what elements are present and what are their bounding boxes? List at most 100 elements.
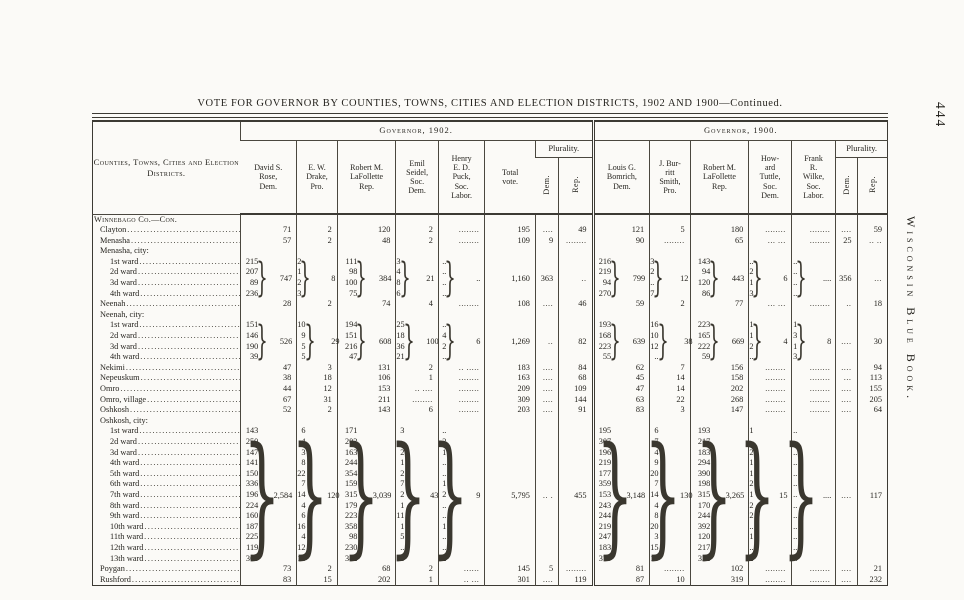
table-row: Oshkosh5221436........203....91833147...… xyxy=(93,405,888,416)
row-label: 2d ward xyxy=(110,437,240,448)
cell: 63 xyxy=(591,394,650,406)
ward-value: 94 xyxy=(702,267,711,277)
group-total: .... xyxy=(822,490,832,500)
cell xyxy=(484,246,536,257)
cell: 14 xyxy=(649,373,691,384)
ward-value: 3 xyxy=(654,532,659,542)
row-label: 6th ward xyxy=(110,479,240,490)
leader-dots xyxy=(138,257,239,268)
ward-values: 1.. 2 1 1 2 1 2 2.. 1.. 2 xyxy=(749,426,753,564)
ward-value: 1 xyxy=(749,489,754,499)
book-page: VOTE FOR GOVERNOR BY COUNTIES, TOWNS, CI… xyxy=(92,98,888,587)
cell: 121 xyxy=(591,225,650,236)
ward-value: 207 xyxy=(245,267,259,277)
ward-row: 4th ward xyxy=(93,458,888,469)
cell xyxy=(649,214,691,226)
row-label: 4th ward xyxy=(110,458,240,469)
row-label: Neenah xyxy=(100,299,240,310)
cell: 2 xyxy=(395,362,439,374)
cell xyxy=(484,309,536,321)
candidate-header-1900-2: Robert M. LaFollette Rep. xyxy=(689,140,749,215)
ward-value: 14 xyxy=(297,489,306,499)
leader-dots xyxy=(138,426,239,437)
ward-row: 9th ward xyxy=(93,511,888,522)
candidate-header-1900-0: Louis G. Bomrich, Dem. xyxy=(591,140,650,215)
cell: ........ xyxy=(649,235,691,247)
cell: ........ xyxy=(748,574,792,586)
ward-value: 315 xyxy=(697,489,711,499)
cell: 77 xyxy=(689,299,749,310)
ward-row: 2d ward xyxy=(93,437,888,448)
group-total: 29 xyxy=(331,337,340,347)
cell: ........ xyxy=(649,564,691,575)
ward-values: 3.. 2 1 2 7 2 1 11 1 5.. 8 xyxy=(396,426,404,564)
ward-value: 2 xyxy=(749,341,754,351)
ward-value: 183 xyxy=(697,447,711,457)
cell xyxy=(591,246,650,257)
ward-value: 11 xyxy=(396,511,405,521)
row-omro: Omro xyxy=(93,384,241,395)
ward-value: 179 xyxy=(344,500,358,510)
cell xyxy=(835,415,858,427)
ward-value: 6 xyxy=(654,426,659,436)
page-title: VOTE FOR GOVERNOR BY COUNTIES, TOWNS, CI… xyxy=(197,98,783,109)
ward-value: 150 xyxy=(245,468,259,478)
cell: 10 xyxy=(649,574,691,586)
row-label-text: Neenah, city: xyxy=(100,309,145,319)
ward-value: 250 xyxy=(245,436,259,446)
cell: 46 xyxy=(558,299,594,310)
candidate-header-1900-3: How- ard Tuttle, Soc. Dem. xyxy=(748,140,792,215)
plurality-dem-header-1900: Dem. xyxy=(835,157,858,215)
cell: 319 xyxy=(689,574,749,586)
cell xyxy=(437,214,485,226)
ward-value: 217 xyxy=(697,436,711,446)
group-total-cell: 30 xyxy=(856,320,888,363)
cell xyxy=(856,246,888,257)
ward-label: 3d ward xyxy=(93,278,241,289)
ward-value: 120 xyxy=(697,278,711,288)
cell: 180 xyxy=(689,225,749,236)
ward-value: 94 xyxy=(602,278,612,288)
ward-row: 2d ward xyxy=(93,331,888,342)
ward-value: .. xyxy=(749,436,754,446)
ward-value: 171 xyxy=(344,426,358,436)
ward-value: 194 xyxy=(344,320,358,330)
leader-dots xyxy=(139,501,239,512)
cell: .. .... xyxy=(395,384,439,395)
cell xyxy=(296,415,338,427)
leader-dots xyxy=(138,320,239,331)
cell: 1 xyxy=(395,373,439,384)
row-label-text: 1st ward xyxy=(110,320,139,330)
cell: 68 xyxy=(558,373,594,384)
cell: ........ xyxy=(748,405,792,416)
ward-value: 3 xyxy=(400,426,405,436)
group-total: 747 xyxy=(279,273,293,283)
ward-value: .. xyxy=(442,426,447,436)
brace: } xyxy=(609,318,621,365)
row-label: 3d ward xyxy=(110,448,240,459)
row-nepeuskum: Nepeuskum xyxy=(93,373,241,384)
cell: 156 xyxy=(689,362,749,374)
ward-values: 195 307 196 219 177 359 153 243 244 219 247 183 376 xyxy=(595,426,611,564)
leader-dots xyxy=(139,469,239,480)
ward-row: 10th ward xyxy=(93,522,888,533)
ward-value: 236 xyxy=(245,288,259,298)
cell: .. ..... xyxy=(437,362,485,374)
ward-value: 146 xyxy=(245,331,259,341)
ward-label: 2d ward xyxy=(93,267,241,278)
candidate-header-1902-3: Emil Seidel, Soc. Dem. xyxy=(395,140,439,215)
cell xyxy=(336,246,396,257)
group-braced-cell: 193 217 183 294 390 198 315 170 244 392 120 217 332}… xyxy=(689,426,749,565)
ward-value: 2 xyxy=(749,447,754,457)
ward-value: 165 xyxy=(697,331,711,341)
cell: 195 xyxy=(484,225,536,236)
ward-value: 59 xyxy=(702,352,711,362)
ward-value: 342 xyxy=(344,553,358,563)
row-label: Rushford xyxy=(100,575,240,586)
ward-values: 223 165 222 59 xyxy=(691,320,711,362)
ward-value: 55 xyxy=(602,352,612,362)
ward-value: 1 xyxy=(749,331,754,341)
cell: 45 xyxy=(591,373,650,384)
group-total-cell: ... xyxy=(856,256,888,300)
